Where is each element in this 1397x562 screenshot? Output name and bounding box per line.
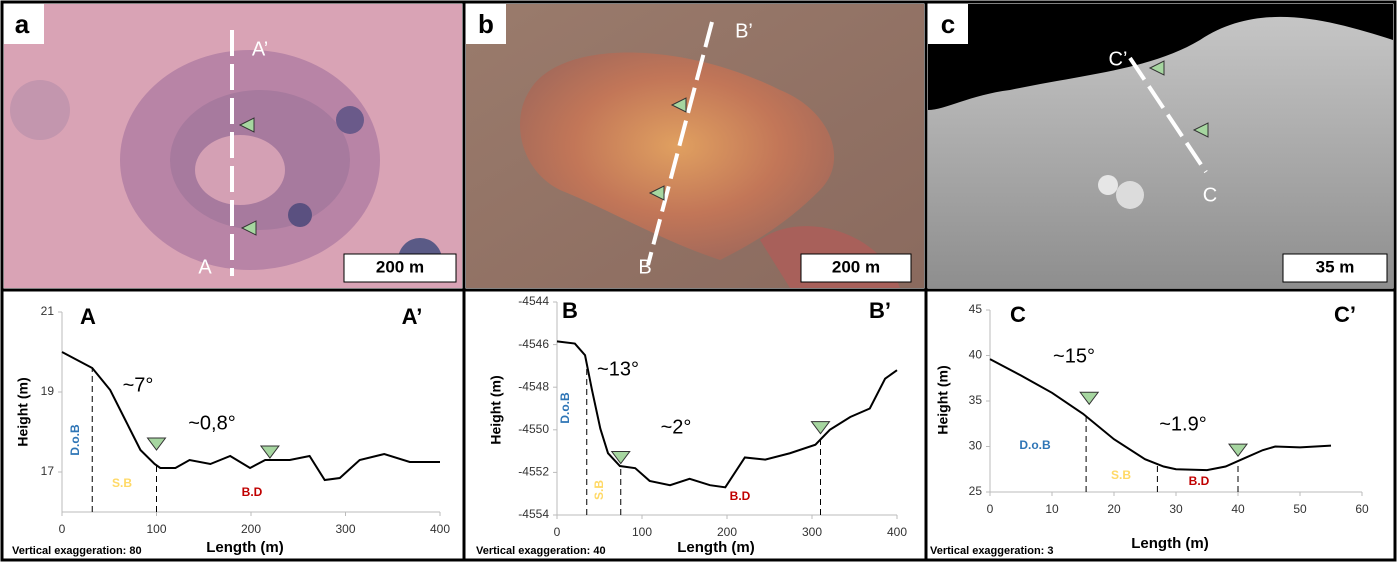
profile-end: C’ [1109,48,1128,70]
y-tick-label: 25 [969,484,983,498]
annotation: ~1.9° [1159,413,1206,435]
profile-line [989,358,1332,472]
image-b [466,4,924,288]
annotation: D.o.B [558,392,572,424]
x-tick-label: 100 [146,522,166,536]
x-axis-label: Length (m) [677,539,754,556]
profile-line [556,340,898,489]
profile-start-label: A [80,304,96,329]
x-tick-label: 0 [554,525,561,539]
y-tick-label: 35 [969,393,983,407]
marker [259,445,280,459]
x-tick-label: 60 [1355,502,1369,516]
annotation: D.o.B [68,424,82,456]
profile-end: B’ [735,20,753,42]
y-tick-label: 30 [969,439,983,453]
scale-bar: 35 m [1316,257,1355,276]
y-tick-label: -4544 [518,294,549,308]
y-tick-label: -4552 [518,465,549,479]
profile-end-label: A’ [402,304,423,329]
y-tick-label: -4554 [518,507,549,521]
annotation: S.B [592,480,606,500]
marker [610,450,631,465]
profile-end: A’ [252,38,268,60]
panel-letter: a [15,9,30,39]
marker [1228,443,1248,457]
x-tick-label: 20 [1107,502,1121,516]
annotation: ~7° [123,374,154,396]
profile-end-label: B’ [869,298,891,323]
y-tick-label: -4548 [518,379,549,393]
x-tick-label: 40 [1231,502,1245,516]
annotation: ~15° [1053,345,1095,367]
annotation: D.o.B [1019,438,1051,452]
y-axis-label: Height (m) [935,365,951,434]
y-tick-label: -4550 [518,422,549,436]
panel-letter: b [478,9,494,39]
panel-letter: c [941,9,955,39]
x-tick-label: 50 [1293,502,1307,516]
note: Vertical exaggeration: 80 [12,545,142,557]
annotation: S.B [112,476,132,490]
y-tick-label: 40 [969,348,983,362]
y-axis-label: Height (m) [15,377,31,446]
annotation: B.D [730,489,751,503]
y-tick-label: 17 [41,464,55,478]
y-tick-label: -4546 [518,337,549,351]
y-tick-label: 19 [41,384,55,398]
note: Vertical exaggeration: 40 [476,545,606,557]
profile-start: B [638,256,651,278]
profile-line [61,351,440,482]
x-tick-label: 200 [241,522,261,536]
x-tick-label: 300 [335,522,355,536]
x-tick-label: 400 [887,525,907,539]
x-tick-label: 30 [1169,502,1183,516]
scale-bar: 200 m [376,257,424,276]
y-axis-label: Height (m) [488,375,504,444]
note: Vertical exaggeration: 3 [930,545,1054,557]
annotation: ~13° [597,358,639,380]
annotation: S.B [1111,468,1131,482]
marker [1079,391,1100,406]
x-axis-label: Length (m) [1131,535,1208,552]
x-tick-label: 400 [430,522,450,536]
marker [810,421,831,435]
profile-start-label: B [562,298,578,323]
annotation: ~2° [661,416,692,438]
annotation: ~0,8° [188,412,235,434]
profile-end-label: C’ [1334,302,1356,327]
profile-start: C [1203,184,1217,206]
profile-start-label: C [1010,302,1026,327]
y-tick-label: 45 [969,302,983,316]
x-tick-label: 300 [802,525,822,539]
x-tick-label: 200 [717,525,737,539]
y-tick-label: 21 [41,304,55,318]
x-axis-label: Length (m) [206,539,283,556]
x-tick-label: 0 [987,502,994,516]
image-a [4,4,462,288]
annotation: B.D [242,485,263,499]
annotation: B.D [1189,474,1210,488]
image-c [928,4,1393,288]
x-tick-label: 100 [632,525,652,539]
marker [146,437,167,451]
profile-start: A [198,256,212,278]
x-tick-label: 10 [1045,502,1059,516]
scale-bar: 200 m [832,257,880,276]
x-tick-label: 0 [59,522,66,536]
